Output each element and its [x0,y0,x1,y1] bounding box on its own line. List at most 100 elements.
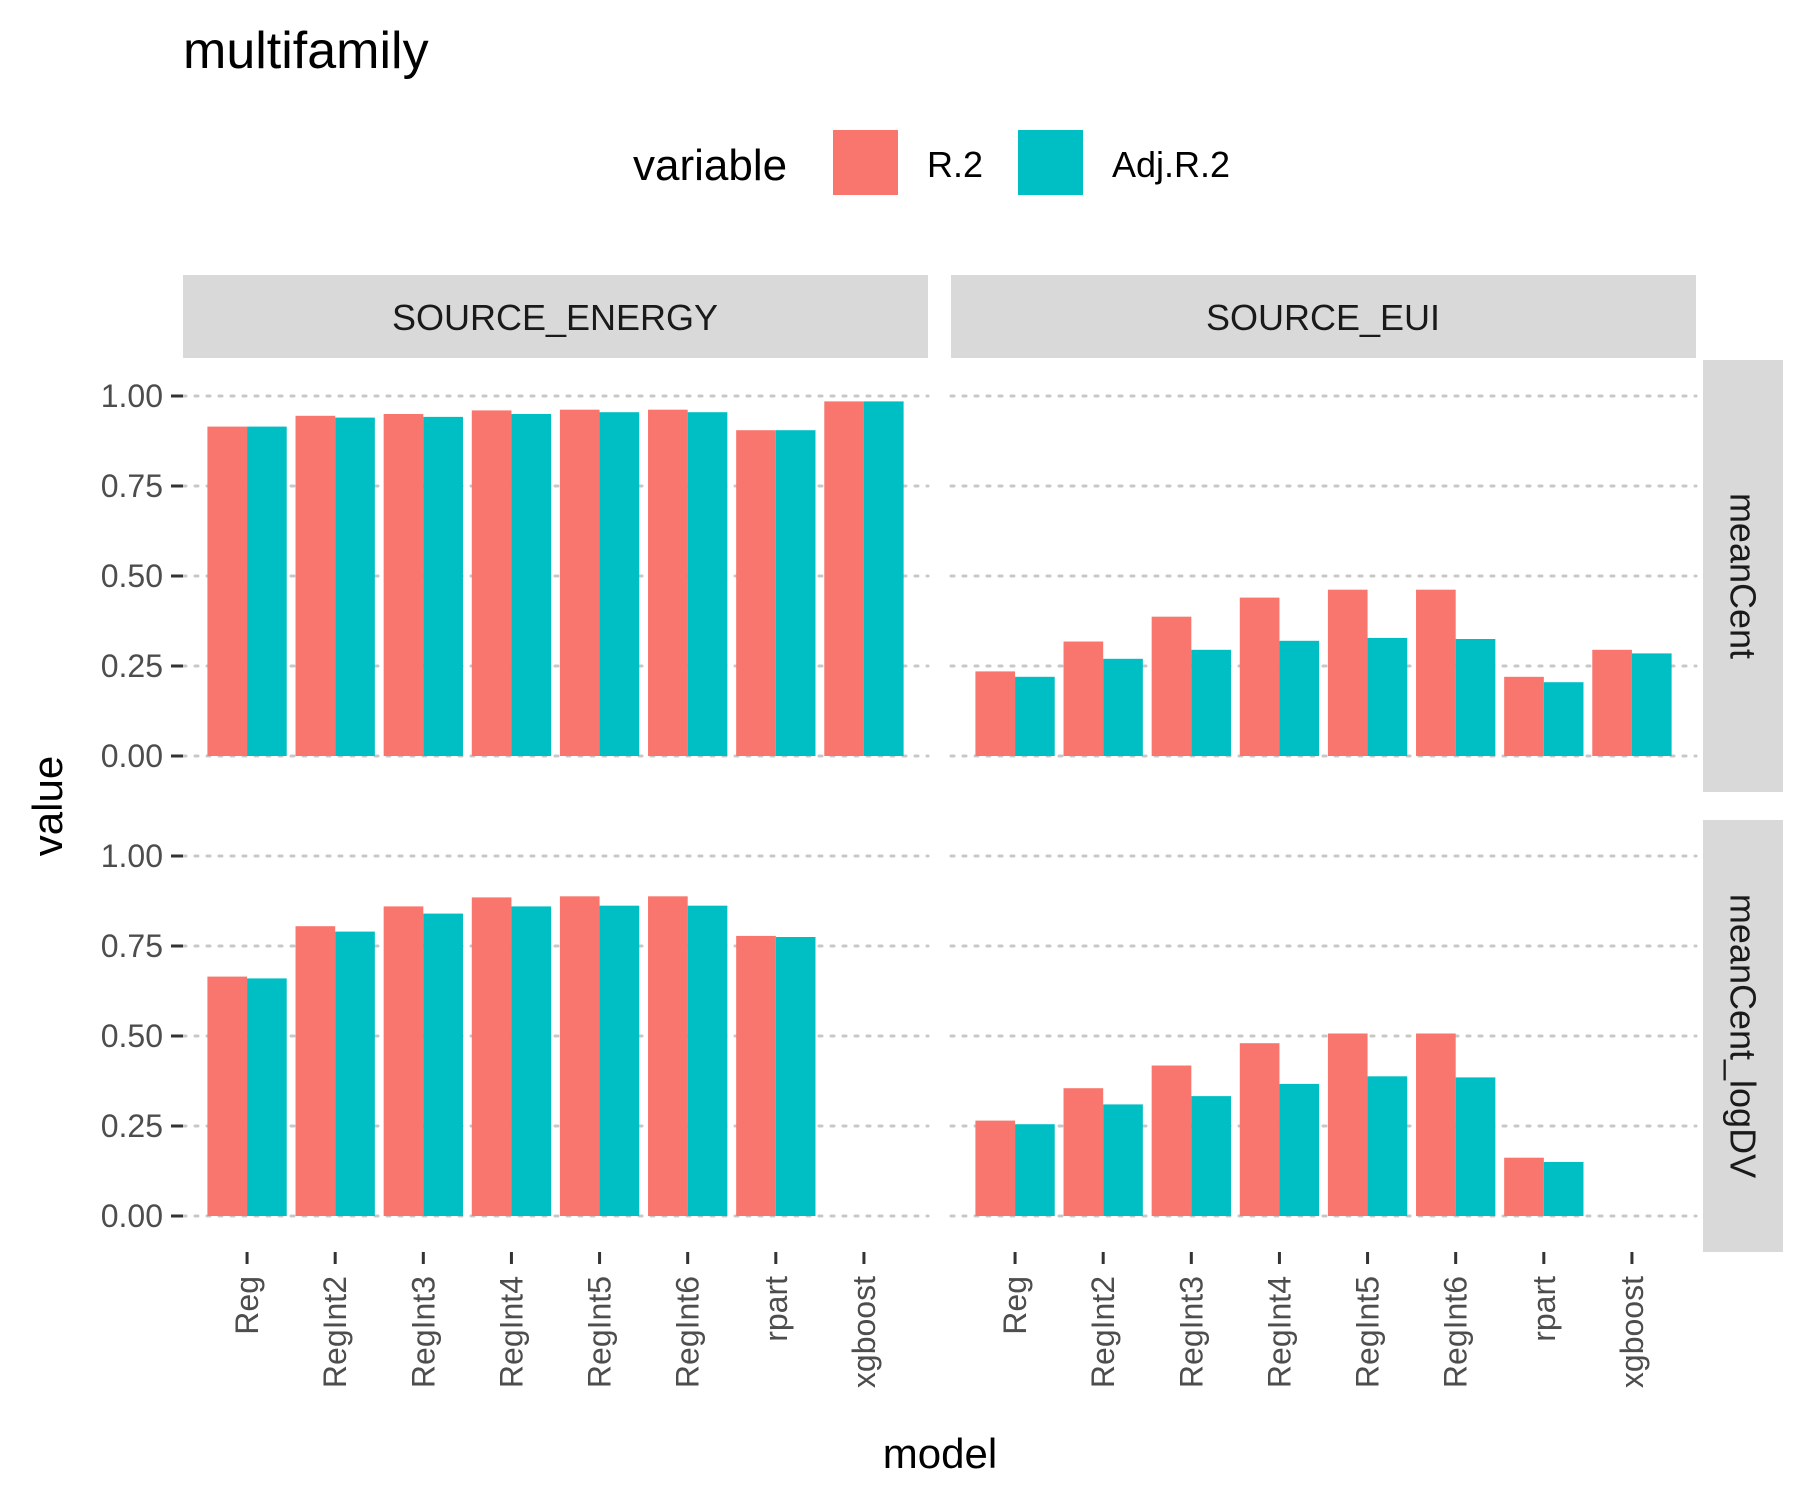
bar-regint5-adjr2 [1367,637,1408,756]
x-tick-label: RegInt6 [1438,1276,1474,1388]
bar-regint5-adjr2 [599,412,640,756]
bar-regint4-adjr2 [511,906,552,1216]
bar-reg-adjr2 [247,426,287,756]
y-tick-label: 0.25 [101,1108,163,1144]
bar-regint5-r2 [559,409,600,756]
bar-reg-r2 [207,426,248,756]
x-tick-label: RegInt4 [493,1276,529,1388]
bar-reg-adjr2 [247,978,287,1216]
bar-regint2-adjr2 [1103,658,1143,756]
y-tick-label: 0.75 [101,468,163,504]
y-tick-label: 0.00 [101,1198,163,1234]
bar-regint2-r2 [295,415,336,756]
bar-rpart-adjr2 [775,937,816,1216]
x-tick-label: RegInt3 [405,1276,441,1388]
bar-rpart-adjr2 [1543,1162,1584,1216]
panel-source_eui-meancent_logdv [949,854,1698,1218]
x-tick-label: RegInt3 [1173,1276,1209,1388]
bar-rpart-adjr2 [1543,682,1584,756]
bar-regint6-r2 [648,896,688,1216]
bar-regint6-adjr2 [1455,639,1496,756]
y-axis-title: value [24,756,71,856]
panels [181,394,1698,1218]
y-tick-label: 1.00 [101,838,163,874]
row-strip-meancent: meanCent [1703,360,1783,792]
bar-regint5-adjr2 [1367,1076,1408,1216]
bar-regint6-adjr2 [687,412,728,756]
bar-xgboost-r2 [1592,649,1632,756]
bar-regint5-r2 [1327,589,1368,756]
bar-regint3-adjr2 [1191,649,1231,756]
bar-regint3-r2 [383,906,424,1216]
row-strip-label: meanCent [1723,493,1764,659]
bar-regint2-r2 [1063,1088,1104,1216]
bar-regint2-adjr2 [1103,1104,1143,1216]
x-axis-title: model [883,1430,997,1477]
y-axis-meancent: 0.00 0.25 0.50 0.75 1.00 [101,378,183,774]
bar-regint4-adjr2 [1279,640,1320,756]
bar-rpart-r2 [736,430,776,756]
bar-regint6-r2 [1416,1033,1456,1216]
bar-reg-adjr2 [1015,676,1055,756]
bar-regint3-adjr2 [423,913,463,1216]
x-tick-label: RegInt5 [582,1276,618,1388]
col-strip-label: SOURCE_ENERGY [392,297,718,338]
bar-regint4-r2 [1239,597,1280,756]
bar-reg-r2 [975,1120,1016,1216]
bar-rpart-adjr2 [775,430,816,756]
bar-regint4-r2 [1239,1043,1280,1216]
chart-title: multifamily [183,22,429,80]
y-tick-label: 0.00 [101,738,163,774]
bar-xgboost-r2 [824,401,864,756]
bar-regint4-adjr2 [511,414,552,756]
bar-regint6-adjr2 [1455,1077,1496,1216]
y-tick-label: 0.50 [101,1018,163,1054]
bar-regint5-adjr2 [599,905,640,1216]
bar-xgboost-adjr2 [863,401,904,756]
x-tick-label: rpart [1526,1276,1562,1342]
x-tick-label: xgboost [1614,1276,1650,1388]
bar-rpart-r2 [736,935,776,1216]
row-strip-meancent-logdv: meanCent_logDV [1703,820,1783,1252]
x-axes: Reg RegInt2 RegInt3 RegInt4 RegInt5 RegInt6 rp… [229,1252,1650,1388]
bar-rpart-r2 [1504,676,1544,756]
bar-regint2-r2 [295,926,336,1216]
bar-regint2-adjr2 [335,417,375,756]
bar-regint4-r2 [471,410,512,756]
panel-source_energy-meancent_logdv [181,854,930,1218]
bar-regint3-adjr2 [1191,1096,1231,1216]
panel-source_energy-meancent [181,394,930,758]
bar-regint6-r2 [1416,589,1456,756]
x-tick-label: RegInt2 [317,1276,353,1388]
bar-xgboost-adjr2 [1631,653,1672,756]
bar-rpart-r2 [1504,1157,1544,1216]
bar-reg-r2 [207,976,248,1216]
bar-regint3-r2 [383,414,424,756]
x-tick-label: xgboost [846,1276,882,1388]
x-tick-label: Reg [229,1276,265,1335]
legend-key-adj-r2 [1018,130,1083,195]
bar-regint6-r2 [648,409,688,756]
col-strip-label: SOURCE_EUI [1206,297,1440,338]
y-tick-label: 0.25 [101,648,163,684]
panel-source_eui-meancent [949,394,1698,758]
x-axis-source_eui: Reg RegInt2 RegInt3 RegInt4 RegInt5 RegInt6 rp… [997,1252,1650,1388]
bar-regint5-r2 [1327,1033,1368,1216]
x-tick-label: RegInt6 [670,1276,706,1388]
y-tick-label: 1.00 [101,378,163,414]
bar-reg-adjr2 [1015,1124,1055,1216]
x-tick-label: Reg [997,1276,1033,1335]
col-strip-source-energy: SOURCE_ENERGY [183,275,928,358]
legend-label-r2: R.2 [927,144,983,185]
x-tick-label: RegInt2 [1085,1276,1121,1388]
legend: variable R.2 Adj.R.2 [633,130,1230,195]
x-axis-source_energy: Reg RegInt2 RegInt3 RegInt4 RegInt5 RegInt6 rp… [229,1252,882,1388]
bar-regint3-adjr2 [423,416,463,756]
y-tick-label: 0.50 [101,558,163,594]
bar-reg-r2 [975,671,1016,756]
legend-key-r2 [833,130,898,195]
x-tick-label: rpart [758,1276,794,1342]
bar-regint2-r2 [1063,641,1104,756]
bar-regint4-adjr2 [1279,1083,1320,1216]
